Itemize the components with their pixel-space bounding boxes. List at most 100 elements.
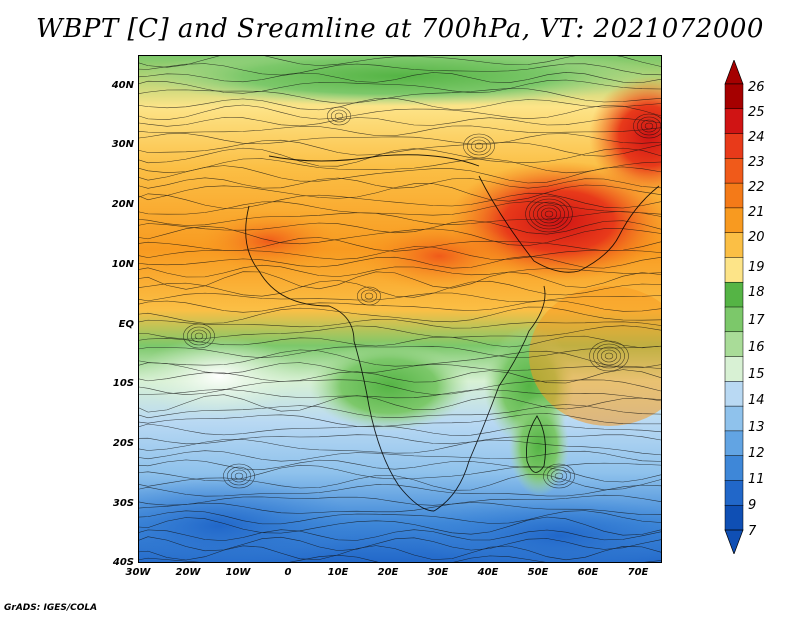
lon-label-10w: 10W [225, 567, 251, 578]
madagascar-green [509, 396, 569, 496]
streamline [139, 516, 661, 536]
streamline-swirl [533, 201, 565, 227]
streamline-swirl [600, 349, 618, 363]
cb-label-24: 24 [748, 130, 765, 145]
streamline-swirl [334, 112, 344, 120]
streamline-swirl [194, 332, 204, 340]
lon-label-30e: 30E [427, 567, 449, 578]
streamline [139, 133, 661, 145]
lon-label-20e: 20E [377, 567, 399, 578]
mediterranean-coast [268, 154, 480, 167]
colorbar-swatch [724, 83, 744, 110]
africa-west-coast [245, 205, 435, 512]
colorbar-swatch [724, 331, 744, 358]
streamline [139, 183, 661, 202]
streamline [139, 394, 661, 413]
streamline [139, 280, 661, 298]
lon-label-40e: 40E [477, 567, 499, 578]
cb-label-7: 7 [748, 524, 757, 539]
colorbar-swatch [724, 405, 744, 432]
lat-label-eq: EQ [118, 319, 134, 330]
streamline [139, 300, 661, 313]
colorbar-swatch [724, 356, 744, 382]
streamline-swirl [637, 116, 661, 136]
india-hot-core [589, 76, 661, 196]
lon-label-50e: 50E [527, 567, 549, 578]
lat-label-10n: 10N [111, 259, 134, 270]
colorbar-swatch [724, 455, 744, 481]
streamline [139, 510, 661, 525]
cb-label-18: 18 [748, 285, 765, 300]
streamline-swirl [540, 207, 558, 221]
colorbar-swatch [724, 182, 744, 209]
streamline [139, 529, 661, 541]
colorbar-top-cap [724, 60, 744, 85]
streamline [139, 502, 661, 515]
streamline [139, 545, 661, 561]
streamline-swirl [183, 323, 215, 349]
streamline [139, 413, 661, 428]
streamline [139, 439, 661, 456]
cb-label-12: 12 [748, 446, 765, 461]
cb-label-21: 21 [748, 205, 765, 220]
streamline [139, 63, 661, 76]
lat-label-30s: 30S [112, 498, 134, 509]
colorbar-swatch [724, 108, 744, 135]
colorbar-swatch [724, 430, 744, 457]
streamline [139, 104, 661, 120]
streamline [139, 484, 661, 497]
cb-label-16: 16 [748, 340, 765, 355]
sahel-hot-west [199, 211, 339, 271]
cb-label-11: 11 [748, 472, 765, 487]
streamline [139, 362, 661, 375]
colorbar [724, 60, 744, 554]
streamline [139, 117, 661, 127]
streamline-swirl [467, 136, 491, 156]
streamline [139, 226, 661, 246]
streamline [139, 88, 661, 104]
streamline [139, 125, 661, 136]
grads-credit: GrADS: IGES/COLA [4, 603, 98, 613]
streamline-swirl [327, 106, 351, 126]
cb-label-23: 23 [748, 155, 765, 170]
lon-label-20w: 20W [175, 567, 201, 578]
streamline [139, 56, 661, 68]
streamline [139, 319, 661, 329]
cb-label-17: 17 [748, 313, 765, 328]
lat-label-40n: 40N [111, 80, 134, 91]
wbpt-streamline-map [139, 56, 661, 562]
cb-label-15: 15 [748, 367, 765, 382]
lon-label-70e: 70E [627, 567, 649, 578]
streamline-field [139, 56, 661, 562]
streamline-swirl [604, 352, 614, 360]
streamline [139, 97, 661, 111]
lon-label-10e: 10E [327, 567, 349, 578]
southern-blue-west [139, 476, 359, 562]
africa-east-coast [433, 285, 546, 512]
lat-label-10s: 10S [112, 378, 134, 389]
streamline [139, 325, 661, 340]
temperature-anomalies [139, 56, 661, 562]
colorbar-bottom-cap [724, 529, 744, 554]
lat-label-40s: 40S [112, 557, 134, 568]
cb-label-19: 19 [748, 260, 765, 275]
streamline [139, 201, 661, 216]
streamline [139, 450, 661, 462]
red-sea-arabia [478, 175, 660, 273]
streamline-swirl [550, 469, 568, 483]
atlantic-pale [139, 336, 299, 416]
colorbar-swatch [724, 257, 744, 283]
streamline-swirl [597, 346, 621, 366]
streamline-swirl [227, 466, 251, 486]
streamline [139, 473, 661, 491]
map-plot-area [138, 55, 662, 563]
cb-label-14: 14 [748, 393, 765, 408]
streamline [139, 389, 661, 400]
streamline-swirl [543, 463, 575, 489]
streamline-swirl [364, 292, 374, 300]
cb-label-22: 22 [748, 180, 765, 195]
streamline-swirl [357, 286, 381, 306]
streamline [139, 494, 661, 506]
streamline [139, 434, 661, 445]
streamline-swirl [633, 113, 661, 139]
